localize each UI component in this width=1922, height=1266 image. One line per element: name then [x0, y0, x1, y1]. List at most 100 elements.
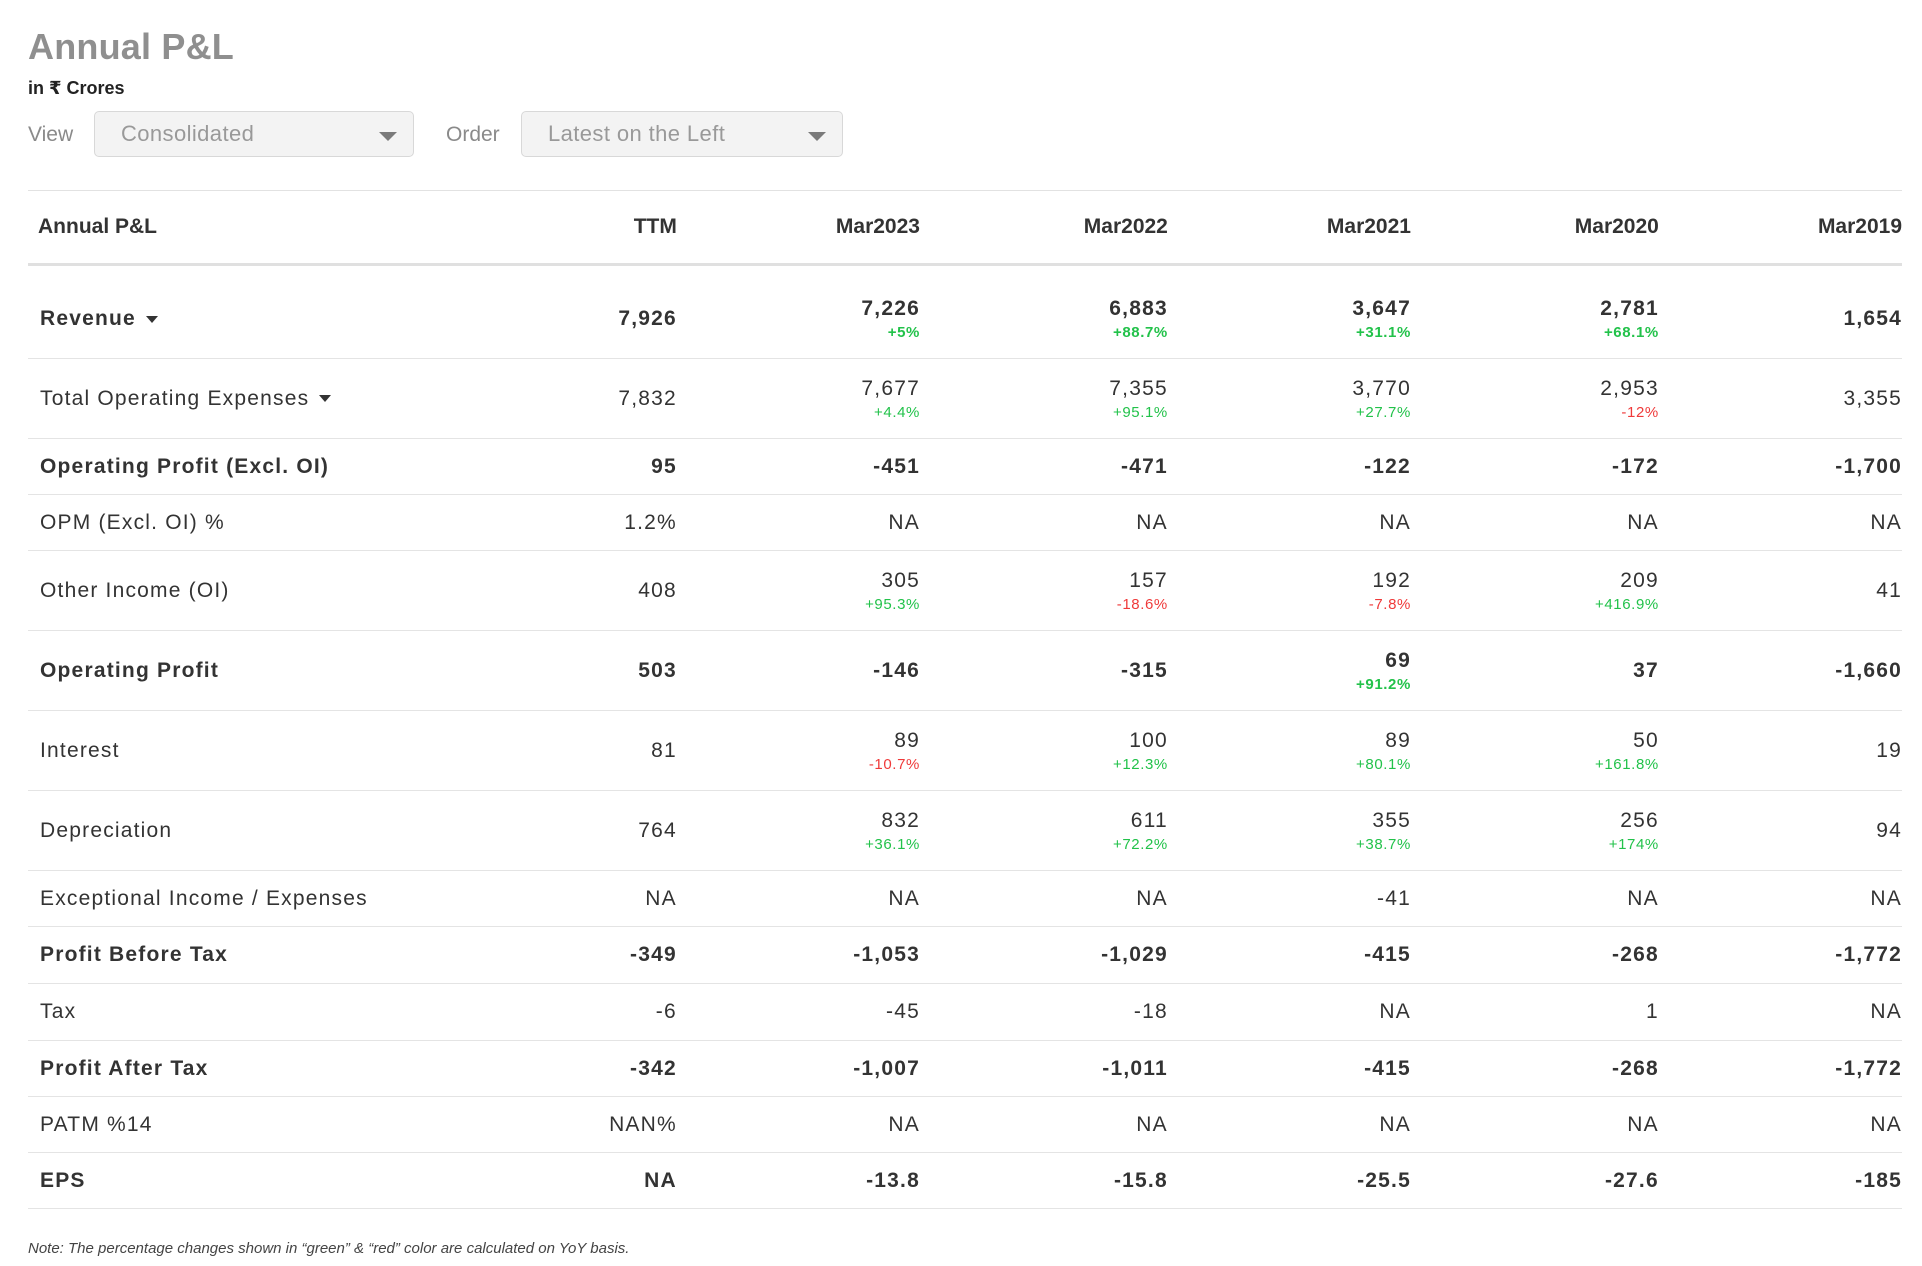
cell-value: NA	[1870, 510, 1902, 534]
column-header-mar2020: Mar2020	[1410, 190, 1659, 266]
row-label[interactable]: Revenue	[28, 264, 610, 359]
table-row: Profit After Tax -342 -1,007 -1,011 -415 -268…	[28, 1040, 1902, 1097]
cell-value: 89	[894, 728, 920, 752]
table-row[interactable]: Total Operating Expenses 7,832 7,677 +4.4% 7…	[28, 358, 1902, 439]
cell-value: 6,883	[1109, 297, 1168, 320]
cell-value: 1	[1645, 1000, 1659, 1023]
cell-value: -342	[630, 1056, 677, 1080]
table-row: EPS NA -13.8 -15.8 -25.5 -27.6 -185	[28, 1152, 1902, 1209]
yoy-change: -10.7%	[868, 755, 920, 773]
cell-mar2019: NA	[1658, 870, 1902, 927]
cell-mar2019: -1,772	[1658, 926, 1902, 984]
cell-value: -1,011	[1102, 1056, 1168, 1080]
yoy-change: +68.1%	[1603, 324, 1659, 341]
cell-mar2020: NA	[1410, 870, 1659, 927]
row-label: EPS	[28, 1152, 610, 1209]
table-row: Other Income (OI) 408 305 +95.3% 157 -18.6% 19…	[28, 550, 1902, 631]
cell-value: 1,654	[1843, 307, 1902, 330]
cell-ttm: 764	[609, 790, 677, 871]
pl-table: Annual P&L TTM Mar2023 Mar2022 Mar2021 M…	[28, 190, 1902, 1209]
row-label-text: Revenue	[40, 307, 136, 330]
cell-value: -13.8	[866, 1168, 920, 1192]
column-header-label: Annual P&L	[28, 190, 610, 266]
yoy-change: +36.1%	[865, 835, 920, 853]
row-label: Profit After Tax	[28, 1040, 610, 1097]
cell-value: 209	[1620, 568, 1659, 592]
cell-mar2022: 7,355 +95.1%	[919, 358, 1168, 439]
cell-ttm: -342	[609, 1040, 677, 1097]
cell-mar2023: -451	[676, 438, 920, 495]
cell-value: 100	[1129, 728, 1168, 752]
row-label: Depreciation	[28, 790, 610, 871]
cell-mar2019: 3,355	[1658, 358, 1902, 439]
row-label-text: PATM %14	[40, 1112, 153, 1136]
yoy-change: -7.8%	[1368, 595, 1411, 613]
expand-caret-icon[interactable]	[145, 315, 158, 323]
cell-value: 832	[881, 808, 920, 832]
yoy-change: +88.7%	[1112, 324, 1168, 341]
yoy-change: +38.7%	[1356, 835, 1411, 853]
row-label[interactable]: Total Operating Expenses	[28, 358, 610, 439]
row-label-text: OPM (Excl. OI) %	[40, 510, 225, 534]
cell-mar2020: 1	[1410, 983, 1659, 1041]
cell-mar2019: -1,772	[1658, 1040, 1902, 1097]
cell-mar2021: 3,770 +27.7%	[1167, 358, 1411, 439]
cell-ttm: NA	[609, 1152, 677, 1209]
cell-value: -1,029	[1101, 943, 1168, 966]
cell-mar2019: -1,700	[1658, 438, 1902, 495]
yoy-change: +174%	[1608, 835, 1659, 853]
cell-value: NA	[644, 1168, 677, 1192]
table-row: Profit Before Tax -349 -1,053 -1,029 -415 -26…	[28, 926, 1902, 984]
order-select[interactable]: Latest on the Left	[521, 111, 843, 157]
cell-mar2020: NA	[1410, 494, 1659, 551]
cell-value: -1,700	[1835, 454, 1902, 478]
yoy-change: +27.7%	[1356, 403, 1411, 421]
cell-value: NA	[1870, 1000, 1902, 1023]
cell-mar2020: 37	[1410, 630, 1659, 711]
cell-mar2022: -1,029	[919, 926, 1168, 984]
cell-mar2022: -18	[919, 983, 1168, 1041]
cell-mar2020: -268	[1410, 1040, 1659, 1097]
cell-mar2021: -122	[1167, 438, 1411, 495]
cell-value: NA	[1136, 1112, 1168, 1136]
cell-mar2023: 832 +36.1%	[676, 790, 920, 871]
row-label: Exceptional Income / Expenses	[28, 870, 610, 927]
cell-mar2020: 2,953 -12%	[1410, 358, 1659, 439]
cell-value: 69	[1385, 648, 1411, 672]
cell-value: -45	[886, 1000, 920, 1023]
table-row[interactable]: Revenue 7,926 7,226 +5% 6,883 +88.7% 3,647 +31.…	[28, 264, 1902, 359]
row-label: Profit Before Tax	[28, 926, 610, 984]
cell-mar2023: 89 -10.7%	[676, 710, 920, 791]
cell-value: 503	[638, 658, 677, 682]
row-label-text: Total Operating Expenses	[40, 386, 310, 410]
cell-value: -471	[1121, 454, 1168, 478]
cell-mar2019: 19	[1658, 710, 1902, 791]
cell-value: NA	[888, 1112, 920, 1136]
cell-mar2022: -471	[919, 438, 1168, 495]
cell-mar2023: NA	[676, 494, 920, 551]
cell-value: NA	[1627, 510, 1659, 534]
cell-value: 3,647	[1352, 297, 1411, 320]
expand-caret-icon[interactable]	[319, 395, 332, 403]
page-title: Annual P&L	[28, 26, 234, 67]
yoy-change: +161.8%	[1595, 755, 1659, 773]
table-row: Interest 81 89 -10.7% 100 +12.3% 89 +80.1% 50 +16…	[28, 710, 1902, 791]
cell-mar2021: -415	[1167, 926, 1411, 984]
cell-value: -27.6	[1604, 1168, 1659, 1192]
table-row: Operating Profit 503 -146 -315 69 +91.2% 37 -1,…	[28, 630, 1902, 711]
cell-value: NA	[645, 886, 677, 910]
cell-value: 305	[881, 568, 920, 592]
cell-mar2021: 69 +91.2%	[1167, 630, 1411, 711]
table-row: Exceptional Income / Expenses NA NA NA -41 NA…	[28, 870, 1902, 927]
row-label: Other Income (OI)	[28, 550, 610, 631]
cell-value: -1,007	[853, 1056, 920, 1080]
cell-mar2023: -45	[676, 983, 920, 1041]
cell-value: 89	[1385, 728, 1411, 752]
view-select[interactable]: Consolidated	[94, 111, 414, 157]
cell-value: -1,772	[1835, 943, 1902, 966]
cell-value: NAN%	[609, 1112, 677, 1136]
cell-mar2022: 6,883 +88.7%	[919, 264, 1168, 359]
cell-mar2023: -1,007	[676, 1040, 920, 1097]
cell-value: 95	[651, 454, 677, 478]
cell-mar2022: 611 +72.2%	[919, 790, 1168, 871]
